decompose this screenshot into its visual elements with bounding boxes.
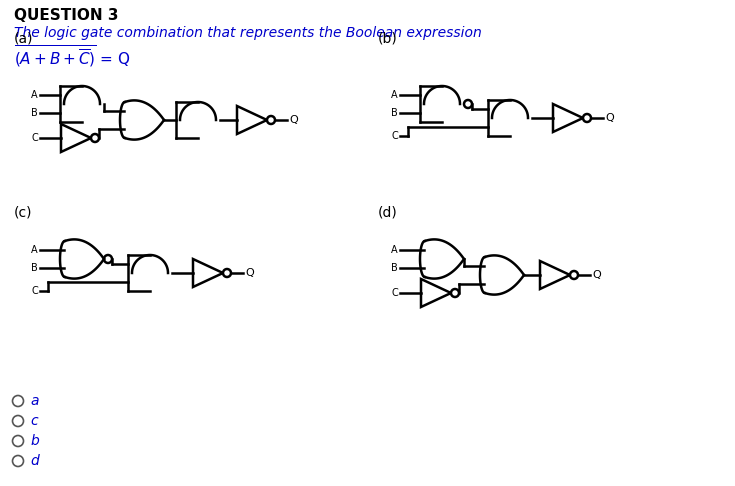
Circle shape	[451, 289, 459, 297]
Text: a: a	[30, 394, 38, 408]
Text: Q: Q	[289, 115, 298, 125]
Text: QUESTION 3: QUESTION 3	[14, 8, 118, 23]
Text: C: C	[32, 286, 38, 296]
Text: B: B	[391, 263, 398, 273]
Circle shape	[91, 134, 99, 142]
Text: c: c	[30, 414, 37, 428]
Text: A: A	[32, 245, 38, 255]
Text: B: B	[391, 108, 398, 118]
Circle shape	[267, 116, 275, 124]
Text: B: B	[32, 263, 38, 273]
Text: B: B	[32, 108, 38, 118]
Text: A: A	[391, 90, 398, 100]
Text: (a): (a)	[14, 32, 34, 46]
Text: Q: Q	[592, 270, 600, 280]
Text: $\overline{(A + B + \overline{C})}$ = Q: $\overline{(A + B + \overline{C})}$ = Q	[14, 43, 131, 69]
Text: C: C	[32, 133, 38, 143]
Text: Q: Q	[245, 268, 254, 278]
Text: C: C	[391, 131, 398, 141]
Text: d: d	[30, 454, 39, 468]
Text: The logic gate combination that represents the Boolean expression: The logic gate combination that represen…	[14, 26, 481, 40]
Circle shape	[223, 269, 231, 277]
Text: A: A	[391, 245, 398, 255]
Circle shape	[104, 255, 112, 263]
Circle shape	[464, 100, 472, 108]
Text: Q: Q	[605, 113, 614, 123]
Text: (c): (c)	[14, 206, 32, 220]
Circle shape	[570, 271, 578, 279]
Circle shape	[583, 114, 591, 122]
Text: (b): (b)	[378, 32, 398, 46]
Text: (d): (d)	[378, 206, 398, 220]
Text: A: A	[32, 90, 38, 100]
Text: C: C	[391, 288, 398, 298]
Text: b: b	[30, 434, 39, 448]
